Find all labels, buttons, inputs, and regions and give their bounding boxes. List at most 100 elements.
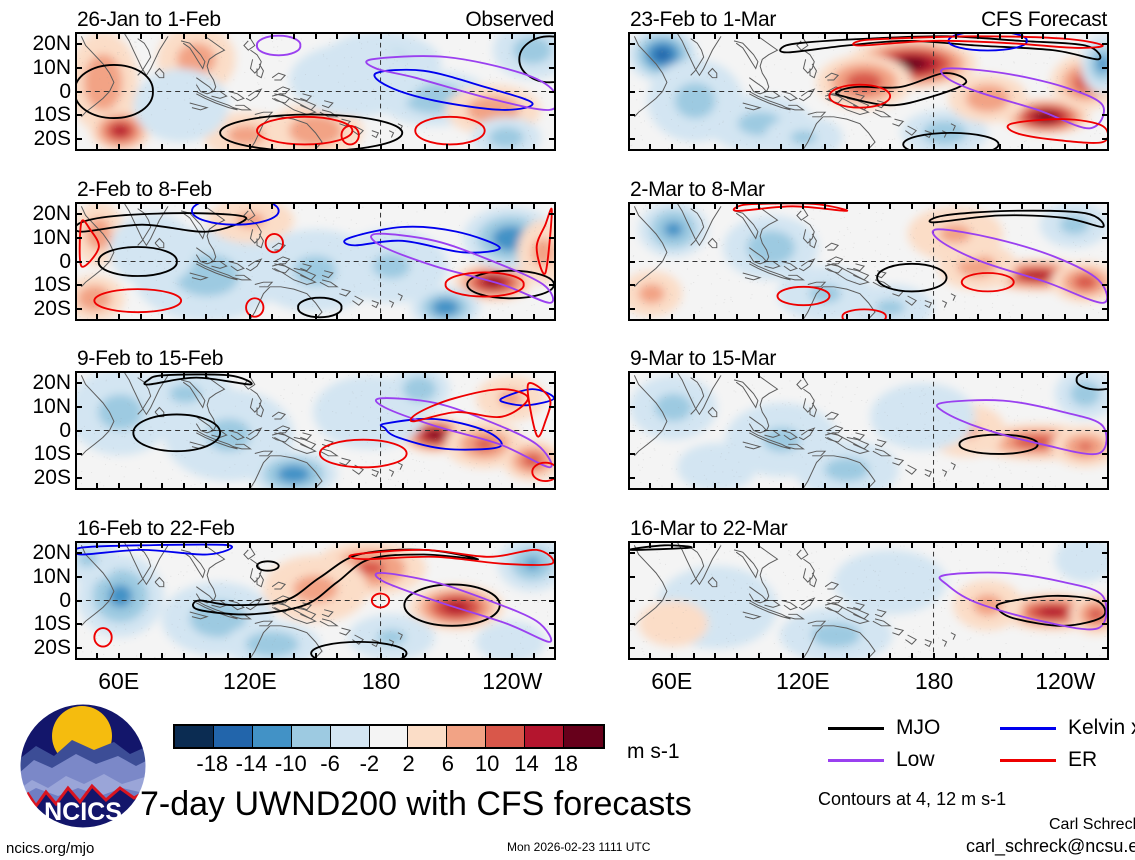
plot-area (75, 202, 556, 321)
author-email[interactable]: carl_schreck@ncsu.edu (966, 836, 1135, 856)
x-tick (358, 371, 361, 378)
x-tick (511, 144, 514, 151)
colorbar-swatch (408, 726, 448, 747)
x-tick (933, 202, 936, 209)
x-tick (801, 314, 804, 321)
anomaly-field (630, 373, 1107, 488)
x-tick (911, 483, 914, 490)
x-tick (648, 32, 651, 39)
x-tick (270, 541, 273, 548)
x-tick (758, 541, 761, 548)
y-tick (1102, 284, 1109, 287)
panel-8: 16-Mar to 22-Mar 60E 120E 180 120W (628, 517, 1109, 694)
x-tick (183, 653, 186, 660)
x-tick (183, 144, 186, 151)
x-tick (867, 483, 870, 490)
x-tick (714, 541, 717, 548)
x-tick (423, 314, 426, 321)
x-axis-label: 120E (776, 668, 830, 694)
x-tick (823, 202, 826, 209)
x-tick (1086, 541, 1089, 548)
x-tick (336, 653, 339, 660)
x-tick (823, 541, 826, 548)
panel-6: 2-Mar to 8-Mar (628, 178, 1109, 321)
x-tick (976, 202, 979, 209)
colorbar-swatch (330, 726, 370, 747)
x-tick (401, 653, 404, 660)
x-tick (489, 144, 492, 151)
x-tick (1042, 371, 1045, 378)
y-tick (1102, 42, 1109, 45)
legend-line-swatch (1000, 726, 1056, 730)
y-tick (1102, 66, 1109, 69)
legend-line-swatch (828, 758, 884, 762)
x-tick (867, 541, 870, 548)
x-tick (489, 202, 492, 209)
y-tick (75, 429, 82, 432)
x-tick (714, 653, 717, 660)
x-tick (205, 314, 208, 321)
x-tick (380, 653, 383, 660)
x-tick (533, 314, 536, 321)
x-tick (714, 314, 717, 321)
y-axis-label: 20N (32, 540, 71, 564)
y-tick (628, 138, 635, 141)
x-tick (314, 314, 317, 321)
x-tick (380, 483, 383, 490)
x-tick (758, 144, 761, 151)
y-tick (75, 260, 82, 263)
x-tick (358, 314, 361, 321)
y-tick (75, 551, 82, 554)
x-tick (648, 653, 651, 660)
x-tick (867, 32, 870, 39)
x-tick (758, 653, 761, 660)
wave-contours (935, 373, 1107, 456)
panel-7: 9-Mar to 15-Mar (628, 347, 1109, 490)
x-tick (714, 202, 717, 209)
x-tick (1086, 32, 1089, 39)
y-tick (628, 212, 635, 215)
x-tick (714, 483, 717, 490)
x-tick (1042, 202, 1045, 209)
x-tick (1020, 371, 1023, 378)
x-tick (336, 541, 339, 548)
x-tick (933, 541, 936, 548)
legend-item-low: Low (828, 748, 935, 772)
y-tick (1102, 647, 1109, 650)
x-tick (248, 314, 251, 321)
x-tick (736, 202, 739, 209)
plot-area (75, 32, 556, 151)
x-tick (533, 483, 536, 490)
x-tick (358, 144, 361, 151)
wave-contours (132, 373, 554, 482)
y-axis-label: 0 (59, 588, 71, 612)
x-tick (183, 483, 186, 490)
x-tick (1064, 653, 1067, 660)
site-url[interactable]: ncics.org/mjo (6, 840, 95, 857)
anomaly-field (630, 204, 1107, 319)
y-tick (75, 90, 82, 93)
x-tick (998, 483, 1001, 490)
coastlines (633, 543, 956, 658)
x-tick (161, 32, 164, 39)
x-tick (670, 653, 673, 660)
x-tick (314, 541, 317, 548)
panel-title: 2-Feb to 8-Feb (77, 178, 212, 201)
x-tick (205, 371, 208, 378)
x-tick (889, 371, 892, 378)
x-tick (270, 144, 273, 151)
x-tick (489, 371, 492, 378)
x-axis-label: 120E (223, 668, 277, 694)
x-tick (648, 483, 651, 490)
x-tick (801, 371, 804, 378)
x-tick (467, 483, 470, 490)
y-tick (75, 114, 82, 117)
x-tick (1042, 314, 1045, 321)
x-tick (954, 32, 957, 39)
x-tick (692, 371, 695, 378)
colorbar-tick-label: -18 (196, 751, 229, 776)
y-tick (1102, 575, 1109, 578)
x-tick (380, 371, 383, 378)
x-tick (467, 653, 470, 660)
x-tick (467, 144, 470, 151)
